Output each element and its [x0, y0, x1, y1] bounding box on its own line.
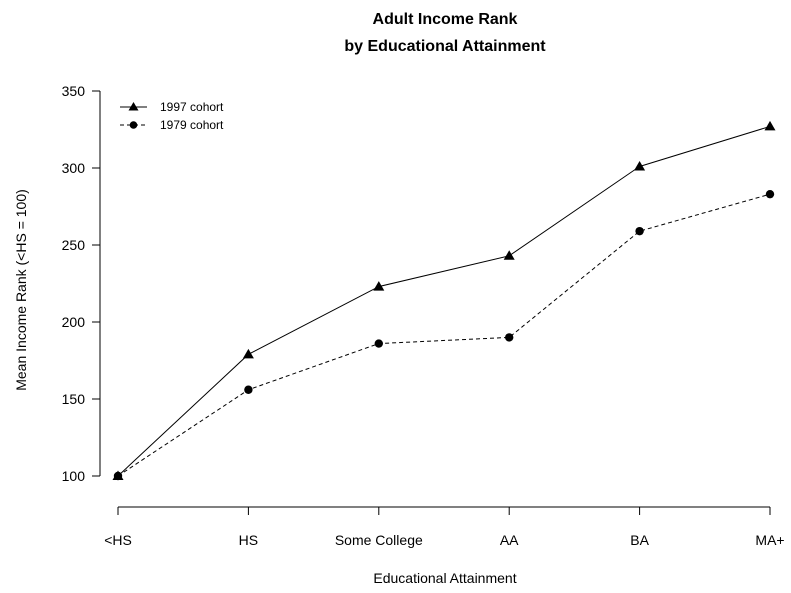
- legend-label-1997-cohort: 1997 cohort: [160, 100, 224, 114]
- legend-marker-circle: [129, 121, 138, 129]
- x-tick-label-aa: AA: [500, 532, 519, 548]
- x-tick-label-hs: <HS: [104, 532, 132, 548]
- point-1997-cohort-1: [242, 348, 254, 359]
- y-tick-label-300: 300: [62, 160, 86, 176]
- y-tick-label-350: 350: [62, 83, 86, 99]
- x-axis-title: Educational Attainment: [373, 570, 516, 586]
- point-1979-cohort-1: [244, 385, 253, 394]
- y-tick-label-250: 250: [62, 237, 86, 253]
- point-1979-cohort-5: [765, 189, 775, 199]
- point-1997-cohort-3: [503, 250, 515, 260]
- y-tick-label-200: 200: [62, 314, 86, 330]
- y-axis-title: Mean Income Rank (<HS = 100): [13, 189, 29, 391]
- chart-title-line-2: by Educational Attainment: [344, 38, 546, 55]
- point-1979-cohort-2: [374, 339, 383, 348]
- series-layer: [112, 120, 776, 481]
- point-1997-cohort-2: [373, 281, 385, 291]
- x-tick-label-ba: BA: [630, 532, 649, 548]
- point-1979-cohort-3: [505, 333, 514, 342]
- legend-marker-triangle: [128, 102, 139, 111]
- y-tick-label-100: 100: [62, 468, 86, 484]
- point-1979-cohort-4: [635, 226, 644, 236]
- x-tick-label-hs: HS: [239, 532, 258, 548]
- y-tick-label-150: 150: [62, 391, 86, 407]
- x-tick-label-some-college: Some College: [335, 532, 423, 548]
- point-1997-cohort-5: [764, 120, 776, 131]
- x-tick-label-ma: MA+: [755, 532, 784, 548]
- series-line-1979-cohort: [117, 193, 771, 477]
- legend: 1997 cohort 1979 cohort: [120, 100, 224, 132]
- chart-title-line-1: Adult Income Rank: [373, 11, 518, 28]
- legend-label-1979-cohort: 1979 cohort: [160, 118, 224, 132]
- series-line-1997-cohort: [117, 125, 771, 477]
- point-1997-cohort-4: [634, 160, 646, 171]
- point-1979-cohort-0: [113, 471, 123, 481]
